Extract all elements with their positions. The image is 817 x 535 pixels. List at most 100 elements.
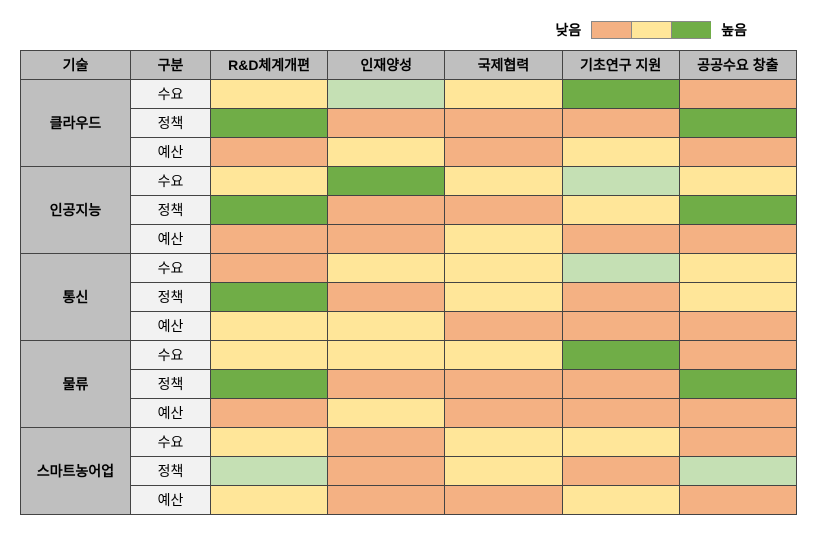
legend-swatch-high <box>671 21 711 39</box>
sub-head: 예산 <box>131 399 211 428</box>
sub-head: 예산 <box>131 225 211 254</box>
table-row: 예산 <box>21 138 797 167</box>
heat-cell <box>328 283 445 312</box>
table-row: 정책 <box>21 457 797 486</box>
heat-cell <box>445 167 562 196</box>
legend-swatch-low <box>591 21 631 39</box>
table-row: 예산 <box>21 225 797 254</box>
sub-head: 정책 <box>131 370 211 399</box>
heat-cell <box>211 80 328 109</box>
heat-cell <box>562 80 679 109</box>
sub-head: 정책 <box>131 457 211 486</box>
heat-cell <box>562 196 679 225</box>
heat-cell <box>562 109 679 138</box>
heat-cell <box>211 254 328 283</box>
heat-cell <box>328 80 445 109</box>
heat-cell <box>328 370 445 399</box>
heat-cell <box>445 225 562 254</box>
heat-cell <box>445 196 562 225</box>
legend-low-label: 낮음 <box>555 20 581 40</box>
heat-cell <box>445 138 562 167</box>
sub-head: 수요 <box>131 428 211 457</box>
table-row: 정책 <box>21 283 797 312</box>
group-head: 물류 <box>21 341 131 428</box>
heat-cell <box>211 196 328 225</box>
heat-cell <box>562 399 679 428</box>
heat-cell <box>679 167 796 196</box>
heat-cell <box>562 457 679 486</box>
heat-cell <box>562 167 679 196</box>
heat-cell <box>211 457 328 486</box>
heat-cell <box>328 428 445 457</box>
heat-cell <box>445 283 562 312</box>
heat-cell <box>211 341 328 370</box>
table-row: 스마트농어업수요 <box>21 428 797 457</box>
group-head: 스마트농어업 <box>21 428 131 515</box>
col-c4: 기초연구 지원 <box>562 51 679 80</box>
heat-cell <box>328 457 445 486</box>
col-tech: 기술 <box>21 51 131 80</box>
heat-cell <box>211 167 328 196</box>
heat-cell <box>211 486 328 515</box>
col-c5: 공공수요 창출 <box>679 51 796 80</box>
table-row: 물류수요 <box>21 341 797 370</box>
heat-cell <box>679 138 796 167</box>
table-row: 예산 <box>21 486 797 515</box>
heat-cell <box>328 399 445 428</box>
heat-cell <box>211 225 328 254</box>
heat-cell <box>445 80 562 109</box>
heat-cell <box>328 486 445 515</box>
heat-cell <box>562 341 679 370</box>
heat-cell <box>679 341 796 370</box>
table-row: 통신수요 <box>21 254 797 283</box>
group-head: 인공지능 <box>21 167 131 254</box>
heat-cell <box>328 312 445 341</box>
heat-cell <box>328 167 445 196</box>
heat-cell <box>562 428 679 457</box>
sub-head: 수요 <box>131 80 211 109</box>
heat-cell <box>679 312 796 341</box>
col-sub: 구분 <box>131 51 211 80</box>
heat-cell <box>328 254 445 283</box>
sub-head: 정책 <box>131 109 211 138</box>
table-row: 예산 <box>21 399 797 428</box>
heat-cell <box>211 428 328 457</box>
heat-cell <box>679 283 796 312</box>
heat-cell <box>211 283 328 312</box>
heat-cell <box>211 109 328 138</box>
heat-cell <box>445 399 562 428</box>
sub-head: 수요 <box>131 254 211 283</box>
heat-cell <box>445 428 562 457</box>
heat-cell <box>328 341 445 370</box>
heat-cell <box>328 109 445 138</box>
heat-cell <box>445 370 562 399</box>
heat-cell <box>445 457 562 486</box>
heat-cell <box>211 312 328 341</box>
heat-cell <box>562 254 679 283</box>
table-row: 정책 <box>21 196 797 225</box>
table-row: 정책 <box>21 370 797 399</box>
group-head: 통신 <box>21 254 131 341</box>
heat-cell <box>445 109 562 138</box>
legend-high-label: 높음 <box>721 20 747 40</box>
table-row: 예산 <box>21 312 797 341</box>
table-row: 클라우드수요 <box>21 80 797 109</box>
heat-cell <box>679 399 796 428</box>
heat-cell <box>562 370 679 399</box>
header-row: 기술 구분 R&D체계개편 인재양성 국제협력 기초연구 지원 공공수요 창출 <box>21 51 797 80</box>
heat-cell <box>445 312 562 341</box>
legend-swatch-mid <box>631 21 671 39</box>
heat-cell <box>562 486 679 515</box>
heat-cell <box>679 486 796 515</box>
sub-head: 예산 <box>131 486 211 515</box>
sub-head: 예산 <box>131 312 211 341</box>
group-head: 클라우드 <box>21 80 131 167</box>
heat-cell <box>562 138 679 167</box>
heat-cell <box>211 138 328 167</box>
heat-cell <box>211 370 328 399</box>
heat-cell <box>211 399 328 428</box>
heat-cell <box>679 225 796 254</box>
heat-cell <box>679 196 796 225</box>
heat-cell <box>679 254 796 283</box>
sub-head: 정책 <box>131 283 211 312</box>
